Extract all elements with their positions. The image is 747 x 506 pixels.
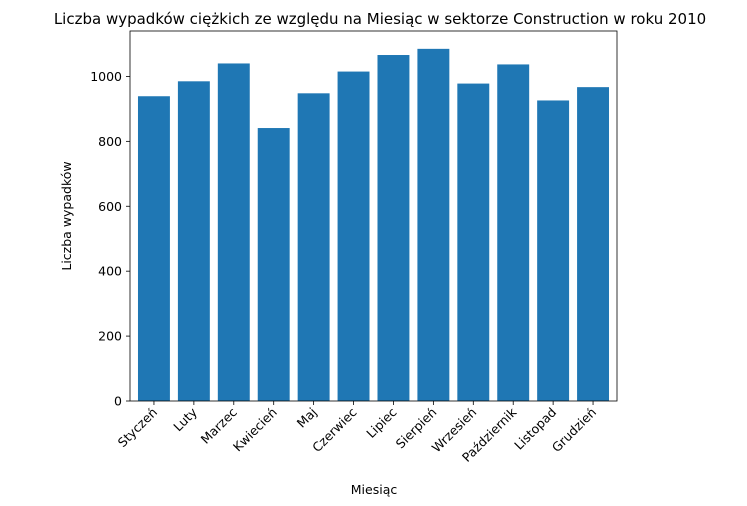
bar-4 [257,128,290,402]
y-axis-label: Liczba wypadków [59,161,74,270]
y-tick-label: 0 [114,394,122,409]
y-tick-label: 200 [98,329,122,344]
bar-3 [217,63,250,402]
bar-1 [137,96,170,402]
y-axis: 0 200 400 600 800 1000 [90,69,130,409]
bar-2 [177,81,210,401]
bar-8 [417,48,450,401]
y-tick-label: 800 [98,134,122,149]
y-tick-label: 1000 [90,69,122,84]
x-axis-label: Miesiąc [351,482,398,497]
bar-12 [577,87,610,402]
bar-10 [497,64,530,402]
plot-frame [129,30,618,402]
bar-6 [337,71,370,401]
bar-7 [377,55,410,402]
chart-title: Liczba wypadków ciężkich ze względu na M… [54,10,706,28]
bar-9 [457,83,490,401]
bar-5 [297,93,330,401]
y-tick-label: 600 [98,199,122,214]
bar-11 [537,100,570,402]
y-tick-label: 400 [98,264,122,279]
bars-group [137,48,610,402]
